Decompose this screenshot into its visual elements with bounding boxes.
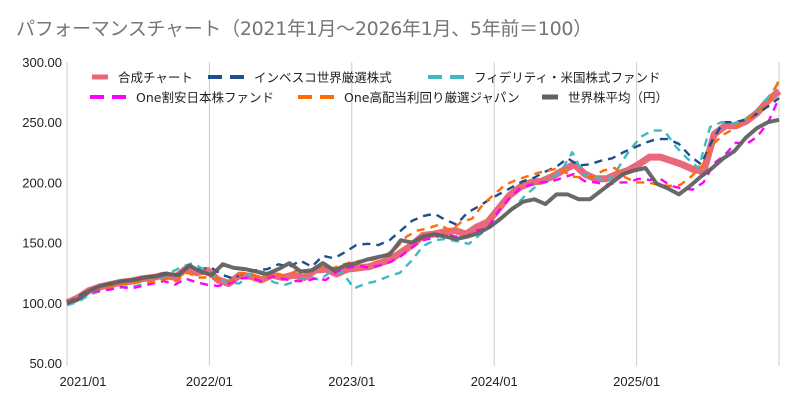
x-tick-label: 2021/01: [60, 374, 107, 389]
y-tick-label: 300.00: [22, 55, 62, 70]
y-tick-label: 150.00: [22, 236, 62, 251]
legend-label: 合成チャート: [118, 70, 193, 85]
x-tick-label: 2025/01: [613, 374, 660, 389]
legend-label: フィデリティ・米国株式ファンド: [474, 70, 661, 85]
legend-label: 世界株平均（円）: [568, 90, 668, 105]
series-line-4: [66, 79, 781, 304]
series-line-2: [66, 81, 780, 307]
series-line-3: [66, 97, 781, 306]
x-tick-label: 2022/01: [186, 374, 233, 389]
gridlines: [66, 62, 780, 366]
legend-label: One割安日本株ファンド: [136, 90, 274, 105]
y-axis: 50.00 100.00 150.00 200.00 250.00 300.00: [22, 55, 62, 371]
x-axis: 2021/01 2022/01 2023/01 2024/01 2025/01: [60, 374, 661, 389]
y-tick-label: 250.00: [22, 115, 62, 130]
legend-label: One高配当利回り厳選ジャパン: [344, 90, 519, 105]
chart-title: パフォーマンスチャート（2021年1月〜2026年1月、5年前＝100）: [16, 18, 592, 40]
legend-label: インベスコ世界厳選株式: [254, 70, 392, 85]
x-tick-label: 2024/01: [471, 374, 518, 389]
y-tick-label: 50.00: [29, 356, 62, 371]
series-lines: [65, 79, 782, 307]
x-tick-label: 2023/01: [328, 374, 375, 389]
y-tick-label: 200.00: [22, 175, 62, 190]
y-tick-label: 100.00: [22, 296, 62, 311]
series-line-5: [66, 117, 780, 305]
legend: 合成チャート インベスコ世界厳選株式 フィデリティ・米国株式ファンド One割安日本株…: [90, 70, 668, 105]
